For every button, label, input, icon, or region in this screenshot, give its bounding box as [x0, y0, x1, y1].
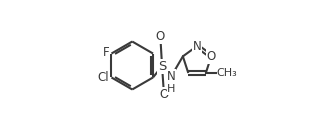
Text: O: O	[159, 88, 169, 101]
Text: F: F	[103, 46, 109, 59]
Text: N: N	[193, 40, 201, 53]
Text: O: O	[156, 31, 165, 43]
Text: O: O	[207, 50, 216, 63]
Text: N: N	[167, 70, 175, 83]
Text: H: H	[167, 84, 175, 94]
Text: CH₃: CH₃	[216, 68, 237, 78]
Text: Cl: Cl	[97, 71, 109, 84]
Text: S: S	[158, 60, 166, 73]
